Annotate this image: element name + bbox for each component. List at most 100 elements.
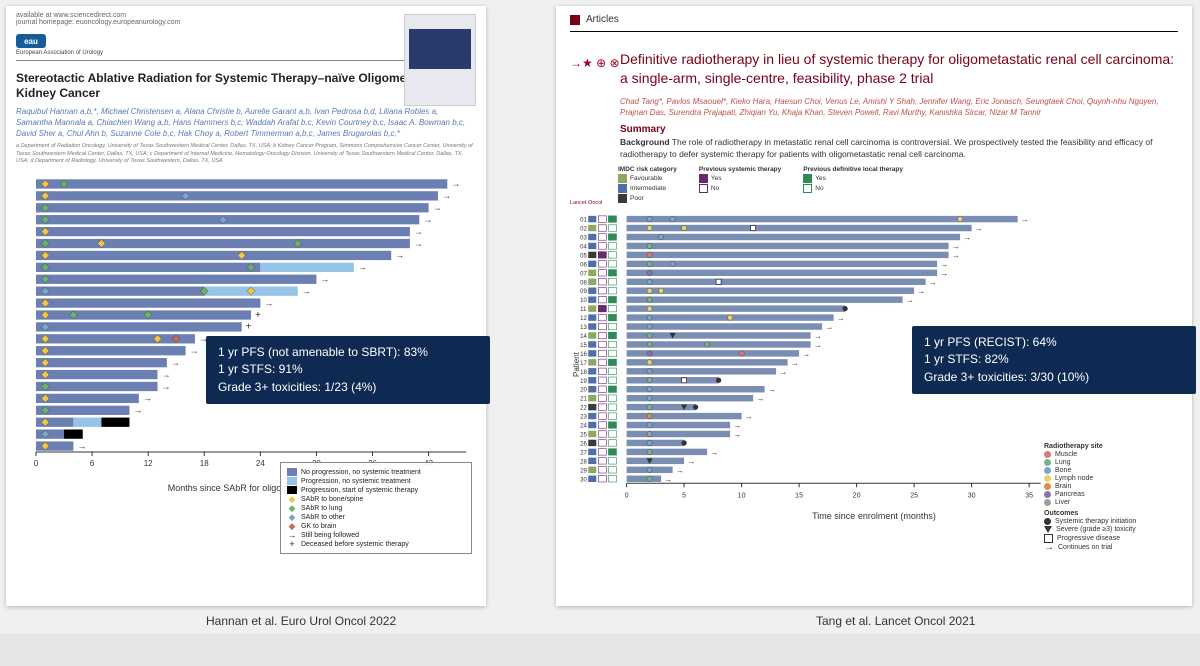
svg-text:15: 15: [580, 343, 587, 349]
trial-icons: →★ ⊕ ⊗: [570, 56, 620, 70]
svg-text:→: →: [814, 341, 822, 350]
swatch-icon: [618, 174, 627, 183]
svg-text:29: 29: [580, 468, 587, 474]
right-panel: Articles →★ ⊕ ⊗ Definitive radiotherapy …: [556, 6, 1192, 606]
svg-text:5: 5: [682, 492, 686, 499]
diamond-icon: ◆: [287, 513, 297, 521]
svg-text:→: →: [837, 314, 845, 323]
legend-label: Progression, no systemic treatment: [301, 478, 411, 485]
svg-text:13: 13: [580, 325, 587, 331]
legend-label: SAbR to other: [301, 514, 345, 521]
right-legend: Radiotherapy site MuscleLungBoneLymph no…: [1044, 439, 1174, 552]
eau-logo-icon: eau: [16, 34, 46, 48]
svg-text:28: 28: [580, 459, 587, 465]
svg-text:→: →: [442, 190, 451, 200]
svg-text:→: →: [710, 448, 718, 457]
svg-text:35: 35: [1025, 492, 1033, 499]
svg-text:20: 20: [580, 388, 587, 394]
svg-text:→: →: [162, 369, 171, 379]
legend-label: No: [815, 185, 823, 192]
svg-text:18: 18: [580, 370, 587, 376]
legend-label: Progression, start of systemic therapy: [301, 487, 418, 494]
svg-text:14: 14: [580, 334, 587, 340]
svg-text:→: →: [664, 475, 672, 484]
dot-icon: [1044, 518, 1051, 525]
left-swimmer-chart: 06121824303642→→→→→→→→→→→++→→→→→→→→: [16, 169, 476, 479]
svg-text:→: →: [802, 350, 810, 359]
svg-text:→: →: [756, 394, 764, 403]
svg-text:→: →: [433, 202, 442, 212]
svg-text:12: 12: [144, 459, 153, 468]
callout-line: 1 yr PFS (not amenable to SBRT): 83%: [218, 344, 478, 361]
svg-text:21: 21: [580, 397, 587, 403]
svg-text:→: →: [133, 405, 142, 415]
svg-text:10: 10: [580, 298, 587, 304]
callout-line: 1 yr STFS: 91%: [218, 361, 478, 378]
arrow-icon: →: [287, 531, 297, 539]
swatch-icon: [287, 486, 297, 494]
legend-header: Previous definitive local therapy: [803, 166, 903, 173]
svg-text:→: →: [791, 358, 799, 367]
svg-text:→: →: [302, 286, 311, 296]
swatch-icon: [287, 477, 297, 485]
dot-icon: [1044, 475, 1051, 482]
right-top-legend: IMDC risk category Favourable Intermedia…: [618, 166, 1192, 203]
svg-text:24: 24: [580, 424, 587, 430]
diamond-icon: ◆: [287, 495, 297, 503]
svg-text:→: →: [768, 385, 776, 394]
journal-thumbnail: [404, 14, 476, 106]
right-tag: Articles: [556, 6, 1192, 31]
svg-text:→: →: [952, 242, 960, 251]
svg-text:19: 19: [580, 379, 587, 385]
svg-text:→: →: [264, 298, 273, 308]
summary-label: Background: [620, 137, 670, 147]
svg-text:12: 12: [580, 316, 587, 322]
svg-text:06: 06: [580, 262, 587, 268]
legend-row: Severe (grade ≥3) toxicity: [1044, 526, 1174, 533]
callout-line: Grade 3+ toxicities: 1/23 (4%): [218, 379, 478, 396]
svg-text:→: →: [687, 457, 695, 466]
left-authors: Raquibul Hannan a,b,*, Michael Christens…: [16, 107, 476, 139]
plus-icon: +: [287, 540, 297, 548]
legend-row: Muscle: [1044, 451, 1174, 458]
svg-text:→: →: [190, 345, 199, 355]
svg-text:30: 30: [580, 477, 587, 483]
legend-label: Muscle: [1055, 451, 1077, 458]
swatch-icon: [287, 468, 297, 476]
legend-header: Outcomes: [1044, 510, 1174, 517]
svg-text:16: 16: [580, 352, 587, 358]
svg-text:→: →: [320, 274, 329, 284]
dot-icon: [1044, 451, 1051, 458]
legend-row: Pancreas: [1044, 491, 1174, 498]
dot-icon: [1044, 491, 1051, 498]
svg-text:→: →: [395, 250, 404, 260]
square-icon: [570, 15, 580, 25]
svg-text:→: →: [162, 381, 171, 391]
swatch-icon: [618, 184, 627, 193]
legend-row: Lymph node: [1044, 475, 1174, 482]
legend-label: Lung: [1055, 459, 1071, 466]
right-callout: 1 yr PFS (RECIST): 64% 1 yr STFS: 82% Gr…: [912, 326, 1196, 394]
dot-icon: [1044, 467, 1051, 474]
svg-text:6: 6: [90, 459, 95, 468]
svg-text:01: 01: [580, 218, 587, 224]
legend-label: Continues on trial: [1058, 544, 1112, 551]
svg-text:→: →: [940, 269, 948, 278]
svg-text:→: →: [143, 393, 152, 403]
legend-label: No progression, no systemic treatment: [301, 469, 421, 476]
svg-text:→: →: [929, 278, 937, 287]
summary-heading: Summary: [620, 124, 1178, 135]
dot-icon: [1044, 483, 1051, 490]
right-authors: Chad Tang*, Pavlos Msaouel*, Kieko Hara,…: [620, 96, 1178, 118]
swatch-icon: [699, 184, 708, 193]
svg-text:→: →: [975, 224, 983, 233]
left-citation: Hannan et al. Euro Urol Oncol 2022: [206, 614, 396, 628]
svg-text:→: →: [745, 412, 753, 421]
dot-icon: [1044, 459, 1051, 466]
legend-header: IMDC risk category: [618, 166, 677, 173]
svg-text:20: 20: [853, 492, 861, 499]
right-citation: Tang et al. Lancet Oncol 2021: [816, 614, 975, 628]
svg-text:25: 25: [580, 433, 587, 439]
svg-text:0: 0: [625, 492, 629, 499]
legend-label: Poor: [630, 195, 644, 202]
